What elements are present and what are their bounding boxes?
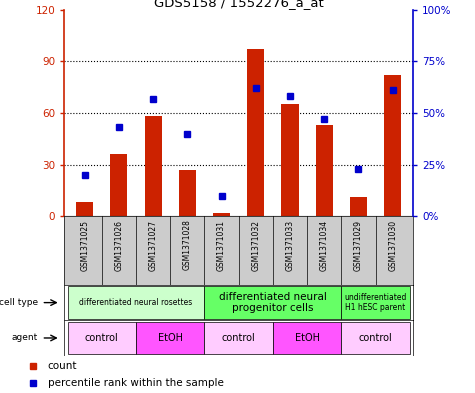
Text: GSM1371027: GSM1371027: [149, 220, 158, 271]
Text: differentiated neural
progenitor cells: differentiated neural progenitor cells: [219, 292, 327, 313]
Text: EtOH: EtOH: [158, 333, 183, 343]
Bar: [350, 197, 367, 216]
Text: cell type: cell type: [0, 298, 38, 307]
Text: control: control: [222, 333, 256, 343]
Bar: [76, 202, 93, 216]
Text: GSM1371033: GSM1371033: [285, 220, 294, 271]
Bar: [342, 322, 410, 354]
Bar: [144, 116, 162, 216]
Bar: [247, 50, 265, 216]
Bar: [179, 170, 196, 216]
Text: GSM1371026: GSM1371026: [114, 220, 124, 271]
Text: GSM1371034: GSM1371034: [320, 220, 329, 271]
Bar: [213, 213, 230, 216]
Bar: [273, 322, 342, 354]
Title: GDS5158 / 1552276_a_at: GDS5158 / 1552276_a_at: [154, 0, 323, 9]
Bar: [67, 286, 204, 319]
Bar: [204, 322, 273, 354]
Text: undifferentiated
H1 hESC parent: undifferentiated H1 hESC parent: [344, 293, 407, 312]
Bar: [136, 322, 204, 354]
Text: GSM1371028: GSM1371028: [183, 220, 192, 270]
Bar: [110, 154, 127, 216]
Bar: [282, 105, 299, 216]
Text: GSM1371031: GSM1371031: [217, 220, 226, 271]
Text: differentiated neural rosettes: differentiated neural rosettes: [79, 298, 193, 307]
Text: GSM1371030: GSM1371030: [388, 220, 397, 271]
Bar: [384, 75, 401, 216]
Text: agent: agent: [12, 334, 38, 342]
Bar: [204, 286, 342, 319]
Text: GSM1371025: GSM1371025: [80, 220, 89, 271]
Text: count: count: [48, 360, 77, 371]
Bar: [316, 125, 333, 216]
Bar: [67, 322, 136, 354]
Text: control: control: [85, 333, 119, 343]
Bar: [342, 286, 410, 319]
Text: control: control: [359, 333, 392, 343]
Text: percentile rank within the sample: percentile rank within the sample: [48, 378, 223, 388]
Text: GSM1371029: GSM1371029: [354, 220, 363, 271]
Text: GSM1371032: GSM1371032: [251, 220, 260, 271]
Text: EtOH: EtOH: [294, 333, 320, 343]
